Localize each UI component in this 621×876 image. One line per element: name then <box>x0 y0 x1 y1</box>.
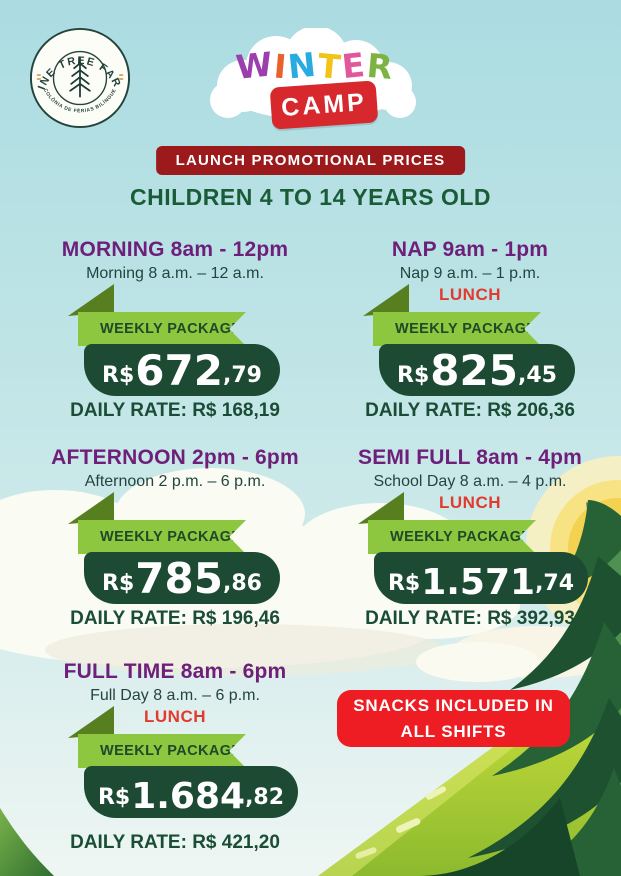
price-pill: R$ 785,86 <box>84 552 280 604</box>
package-subtitle: Nap 9 a.m. – 1 p.m. <box>399 265 541 282</box>
price-decimals: ,45 <box>517 363 557 388</box>
package-card-semifull: SEMI FULL 8am - 4pm School Day 8 a.m. – … <box>320 446 620 638</box>
weekly-package-ribbon: WEEKLY PACKAGE <box>78 520 246 554</box>
weekly-price-badge: WEEKLY PACKAGE R$ 1.684,82 <box>52 706 302 822</box>
lunch-label: LUNCH <box>439 285 501 304</box>
weekly-package-ribbon: WEEKLY PACKAGE <box>368 520 536 554</box>
weekly-package-ribbon: WEEKLY PACKAGE <box>78 734 246 768</box>
price-decimals: ,79 <box>222 363 262 388</box>
ribbon-fold <box>363 284 409 316</box>
package-subtitle: School Day 8 a.m. – 4 p.m. <box>373 473 567 490</box>
weekly-package-ribbon: WEEKLY PACKAGE <box>78 312 246 346</box>
price-decimals: ,82 <box>245 785 285 810</box>
snacks-line-2: ALL SHIFTS <box>400 721 507 741</box>
audience-heading: CHILDREN 4 TO 14 YEARS OLD <box>129 184 492 210</box>
price-decimals: ,74 <box>535 571 575 596</box>
currency-symbol: R$ <box>387 571 421 596</box>
price-integer: 1.571 <box>421 561 536 603</box>
weekly-price-badge: WEEKLY PACKAGE R$ 825,45 <box>347 284 597 400</box>
daily-rate: DAILY RATE: R$ 196,46 <box>70 608 280 629</box>
weekly-price-badge: WEEKLY PACKAGE R$ 672,79 <box>52 284 302 400</box>
ribbon-fold <box>68 284 114 316</box>
currency-symbol: R$ <box>97 785 131 810</box>
package-card-fulltime: FULL TIME 8am - 6pm Full Day 8 a.m. – 6 … <box>30 660 320 860</box>
price-integer: 672 <box>135 346 223 396</box>
package-subtitle: Morning 8 a.m. – 12 a.m. <box>86 265 264 282</box>
snacks-line-1: SNACKS INCLUDED IN <box>353 696 554 715</box>
package-title: MORNING 8am - 12pm <box>61 238 289 261</box>
package-subtitle: Afternoon 2 p.m. – 6 p.m. <box>84 473 266 490</box>
price-pill: R$ 825,45 <box>379 344 575 396</box>
weekly-price-badge: WEEKLY PACKAGE R$ 1.571,74 <box>342 492 592 608</box>
package-title: AFTERNOON 2pm - 6pm <box>51 446 299 469</box>
price-integer: 1.684 <box>131 775 246 817</box>
weekly-package-ribbon: WEEKLY PACKAGE <box>373 312 541 346</box>
daily-rate: DAILY RATE: R$ 206,36 <box>365 400 575 421</box>
daily-rate: DAILY RATE: R$ 392,93 <box>365 608 575 629</box>
daily-rate: DAILY RATE: R$ 421,20 <box>70 832 280 853</box>
logo-tree-icon <box>69 56 91 98</box>
winter-title: WINTER <box>215 44 415 87</box>
weekly-price-badge: WEEKLY PACKAGE R$ 785,86 <box>52 492 302 608</box>
package-title: SEMI FULL 8am - 4pm <box>358 446 582 469</box>
currency-symbol: R$ <box>102 363 135 388</box>
lunch-label: LUNCH <box>144 707 206 726</box>
lunch-label: LUNCH <box>439 493 501 512</box>
currency-symbol: R$ <box>397 363 430 388</box>
package-card-morning: MORNING 8am - 12pm Morning 8 a.m. – 12 a… <box>30 238 320 430</box>
currency-symbol: R$ <box>102 571 135 596</box>
price-integer: 785 <box>135 554 223 604</box>
ribbon-fold <box>68 492 114 524</box>
ribbon-fold <box>68 706 114 738</box>
camp-title-badge: CAMP <box>269 80 379 130</box>
daily-rate: DAILY RATE: R$ 168,19 <box>70 400 280 421</box>
price-pill: R$ 1.571,74 <box>374 552 588 604</box>
package-subtitle: Full Day 8 a.m. – 6 p.m. <box>90 687 260 704</box>
price-pill: R$ 672,79 <box>84 344 280 396</box>
price-pill: R$ 1.684,82 <box>84 766 298 818</box>
price-integer: 825 <box>430 346 518 396</box>
price-decimals: ,86 <box>222 571 262 596</box>
logo-side-marks <box>36 74 124 80</box>
package-title: FULL TIME 8am - 6pm <box>63 660 287 683</box>
launch-promo-badge: LAUNCH PROMOTIONAL PRICES <box>155 146 466 175</box>
winter-letter: W <box>233 44 276 87</box>
winter-letter: N <box>286 44 320 87</box>
snacks-included-badge: SNACKS INCLUDED IN ALL SHIFTS <box>337 690 570 747</box>
corner-leaf-illustration <box>0 808 54 876</box>
pine-tree-farm-logo: PINE TREE FARM COLÔNIA DE FÉRIAS BILÍNGU… <box>28 26 131 129</box>
package-card-nap: NAP 9am - 1pm Nap 9 a.m. – 1 p.m. LUNCH … <box>325 238 615 430</box>
package-card-afternoon: AFTERNOON 2pm - 6pm Afternoon 2 p.m. – 6… <box>30 446 320 638</box>
ribbon-fold <box>358 492 404 524</box>
package-title: NAP 9am - 1pm <box>391 238 549 261</box>
